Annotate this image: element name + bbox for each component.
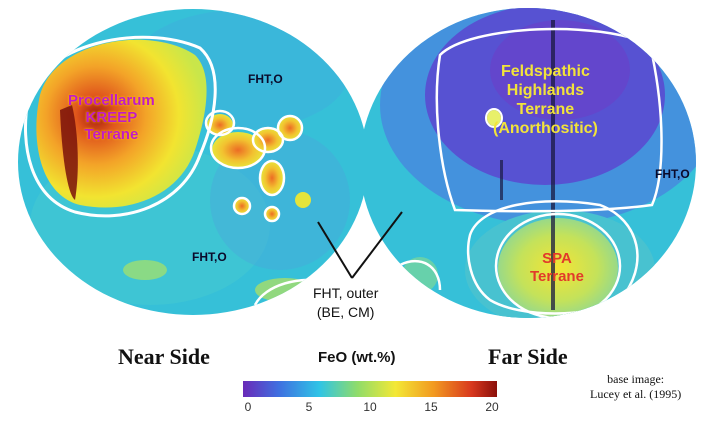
pkt-boundary — [24, 35, 217, 218]
legend-tick-10: 10 — [363, 400, 377, 414]
fht-boundary — [435, 27, 663, 213]
near-side-hemisphere — [18, 9, 368, 315]
spa-boundary — [494, 212, 622, 318]
legend-title: FeO (wt.%) — [318, 349, 396, 366]
legend-tick-5: 5 — [305, 400, 313, 414]
spa-basin-region — [498, 218, 618, 318]
colorbar — [243, 381, 497, 397]
legend-tick-15: 15 — [424, 400, 438, 414]
fht-label-near-lower: FHT,O — [192, 250, 227, 264]
fht-terrane-label: Feldspathic Highlands Terrane (Anorthosi… — [493, 63, 598, 137]
fht-label-far: FHT,O — [655, 167, 690, 181]
annotation-connector — [317, 211, 403, 279]
far-side-hemisphere — [360, 8, 696, 318]
fht-label-near-upper: FHT,O — [248, 72, 283, 86]
pkt-mare-region — [36, 39, 207, 208]
image-credit: base image: Lucey et al. (1995) — [590, 372, 682, 401]
spa-terrane-label: SPA Terrane — [530, 250, 584, 285]
legend-tick-0: 0 — [244, 400, 252, 414]
fht-outer-annotation: FHT, outer (BE, CM) — [313, 285, 379, 320]
legend-tick-20: 20 — [485, 400, 499, 414]
far-side-title: Far Side — [488, 344, 568, 369]
pkt-label: Procellarum KREEP Terrane — [68, 92, 155, 143]
near-side-title: Near Side — [118, 344, 210, 369]
